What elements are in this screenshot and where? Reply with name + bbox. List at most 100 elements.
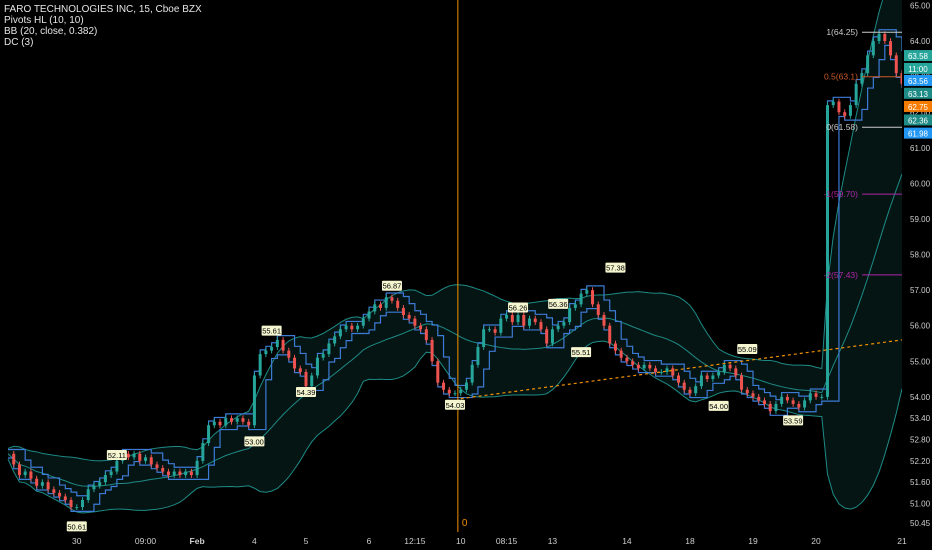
pivot-label-box <box>445 399 465 410</box>
candle-body <box>464 382 468 390</box>
candle-body <box>224 418 228 426</box>
candle-body <box>459 389 463 394</box>
candle-body <box>762 400 766 404</box>
price-tag-text: 63.13 <box>908 90 929 99</box>
candle-body <box>235 418 239 422</box>
candle-body <box>63 496 67 500</box>
candle-body <box>327 343 331 355</box>
candle-body <box>665 368 669 372</box>
pivot-label: 54.00 <box>708 400 729 411</box>
candle-body <box>740 375 744 390</box>
time-axis-label: 21 <box>897 536 907 546</box>
candle-body <box>625 357 629 362</box>
candle-body <box>499 318 503 333</box>
pivot-label-box <box>381 280 402 291</box>
candle-body <box>648 364 652 369</box>
candle-body <box>413 318 417 326</box>
pivot-label-box <box>296 386 316 397</box>
pivot-label: 56.36 <box>548 298 569 309</box>
time-axis-label: 10 <box>456 536 466 546</box>
price-axis-tick: 61.00 <box>910 144 931 153</box>
time-axis-label: 18 <box>685 536 695 546</box>
candle-body <box>573 304 577 308</box>
fib-level-label: -2(57.43) <box>824 270 859 280</box>
dc-lower-line <box>8 44 903 512</box>
candle-body <box>545 329 549 344</box>
candle-body <box>453 393 457 395</box>
candle-body <box>218 421 222 426</box>
candle-body <box>338 329 342 337</box>
candle-body <box>820 396 824 398</box>
vertical-marker-label: 0 <box>462 518 468 529</box>
pivot-label-text: 56.87 <box>383 282 402 291</box>
candle-body <box>505 315 509 319</box>
time-axis-label: 5 <box>304 536 309 546</box>
candle-body <box>699 375 703 387</box>
candle-body <box>293 357 297 369</box>
candle-body <box>58 492 62 497</box>
pivot-label: 57.38 <box>605 262 626 273</box>
pivot-label: 53.00 <box>244 436 265 447</box>
pivot-label-box <box>548 298 569 309</box>
pivot-label: 54.03 <box>445 399 465 410</box>
candle-body <box>447 389 451 394</box>
candle-body <box>138 453 142 461</box>
candle-body <box>350 325 354 330</box>
candle-body <box>677 375 680 383</box>
candle-body <box>23 471 27 476</box>
candle-body <box>482 329 486 348</box>
pivot-label-text: 50.61 <box>67 522 86 531</box>
candle-body <box>556 325 560 330</box>
candle-body <box>407 315 411 319</box>
candle-body <box>126 453 130 458</box>
candle-body <box>585 290 589 294</box>
candle-body <box>287 350 291 358</box>
price-tag-box <box>904 74 932 86</box>
time-axis-background <box>0 532 932 550</box>
time-axis-label: 20 <box>811 536 821 546</box>
candle-body <box>528 318 531 326</box>
candle-body <box>252 375 256 426</box>
pivot-label-text: 54.39 <box>297 388 316 397</box>
candle-body <box>29 471 33 479</box>
candle-body <box>705 375 709 380</box>
candle-body <box>144 457 148 461</box>
time-axis-label: 4 <box>252 536 257 546</box>
candle-body <box>115 460 119 472</box>
price-axis-tick: 53.40 <box>910 414 931 423</box>
pivot-label-text: 55.61 <box>262 327 281 336</box>
candle-body <box>75 507 79 509</box>
candle-body <box>241 418 245 422</box>
candle-body <box>591 290 595 305</box>
candle-body <box>109 471 113 476</box>
price-axis-tick: 62.00 <box>910 108 931 117</box>
candle-body <box>631 361 635 365</box>
candle-body <box>751 393 755 397</box>
candle-body <box>659 371 663 373</box>
price-axis-tick: 54.00 <box>910 393 931 402</box>
candle-body <box>86 489 90 500</box>
candle-body <box>654 368 658 372</box>
candle-body <box>550 329 554 344</box>
pivot-label-box <box>571 347 592 358</box>
pivot-label-text: 55.51 <box>572 348 591 357</box>
candle-body <box>430 339 434 362</box>
price-axis-tick: 51.60 <box>910 478 931 487</box>
time-axis-label: 19 <box>748 536 758 546</box>
fib-level-label: -1(59.70) <box>824 189 859 199</box>
candle-body <box>304 371 308 387</box>
candle-body <box>768 403 772 412</box>
time-axis-label: Feb <box>190 536 205 546</box>
fib-level-label: 0(61.58) <box>826 122 858 132</box>
candle-body <box>212 421 216 426</box>
candle-body <box>774 403 778 412</box>
pivot-label: 56.87 <box>381 280 402 291</box>
price-axis-tick: 52.20 <box>910 457 931 466</box>
candle-body <box>132 453 136 458</box>
candle-body <box>298 368 302 372</box>
candle-body <box>379 304 382 308</box>
price-tag-text: 62.75 <box>908 103 929 112</box>
pivot-label-box <box>708 400 729 411</box>
candle-body <box>344 325 348 330</box>
